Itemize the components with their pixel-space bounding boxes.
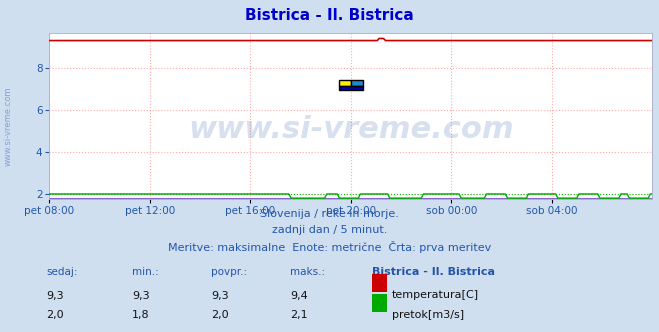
FancyBboxPatch shape [339,80,351,86]
Text: povpr.:: povpr.: [211,267,247,277]
Text: 9,3: 9,3 [132,290,150,300]
Text: Bistrica - Il. Bistrica: Bistrica - Il. Bistrica [372,267,496,277]
Text: maks.:: maks.: [290,267,325,277]
Text: Meritve: maksimalne  Enote: metrične  Črta: prva meritev: Meritve: maksimalne Enote: metrične Črta… [168,241,491,253]
Text: min.:: min.: [132,267,159,277]
Text: Bistrica - Il. Bistrica: Bistrica - Il. Bistrica [245,8,414,23]
Text: 2,1: 2,1 [290,310,308,320]
Text: zadnji dan / 5 minut.: zadnji dan / 5 minut. [272,225,387,235]
Text: 2,0: 2,0 [46,310,64,320]
Text: pretok[m3/s]: pretok[m3/s] [392,310,464,320]
FancyBboxPatch shape [351,80,363,86]
Text: 1,8: 1,8 [132,310,150,320]
Text: 9,3: 9,3 [211,290,229,300]
Text: temperatura[C]: temperatura[C] [392,290,479,300]
Text: Slovenija / reke in morje.: Slovenija / reke in morje. [260,209,399,219]
FancyBboxPatch shape [339,86,363,90]
Text: 2,0: 2,0 [211,310,229,320]
Text: 9,4: 9,4 [290,290,308,300]
Text: sedaj:: sedaj: [46,267,78,277]
Text: 9,3: 9,3 [46,290,64,300]
Text: www.si-vreme.com: www.si-vreme.com [188,115,514,144]
Text: www.si-vreme.com: www.si-vreme.com [3,86,13,166]
